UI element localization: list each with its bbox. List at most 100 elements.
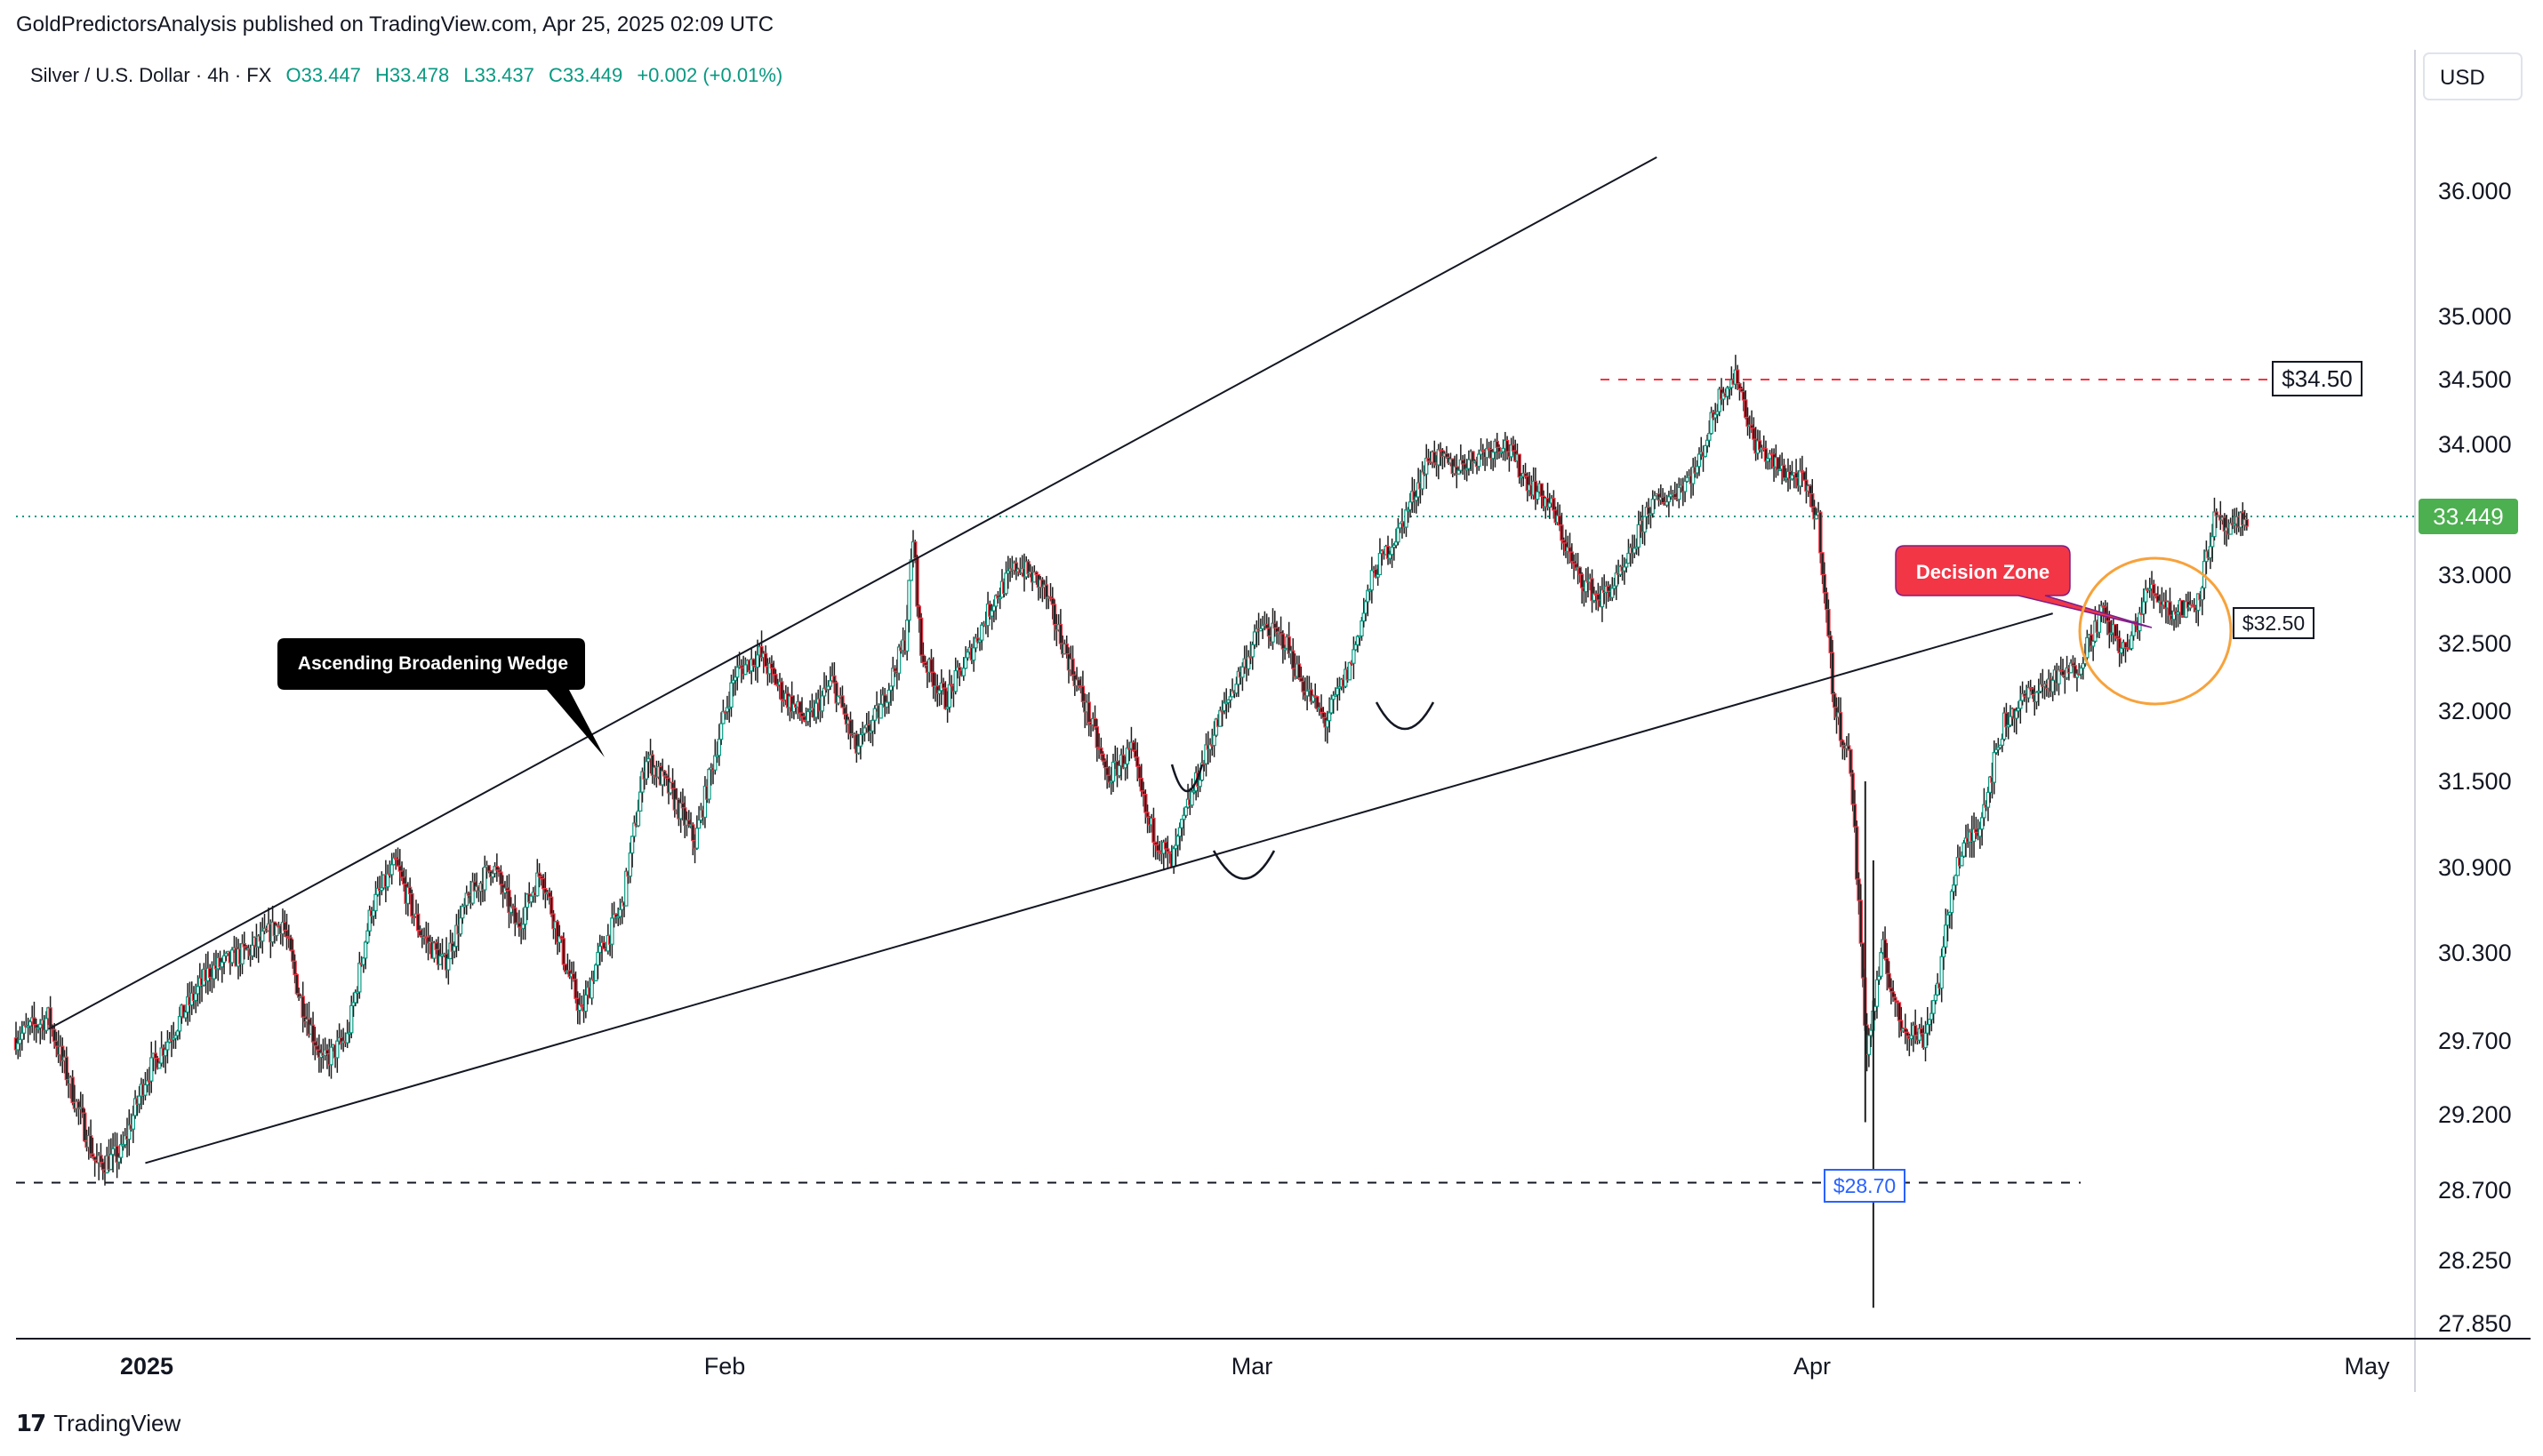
candle-body [1495,440,1499,449]
candle-body [1131,741,1135,751]
candle-body [1014,562,1019,572]
candle-body [1125,747,1130,764]
tradingview-logo-icon: 𝟭𝟳 [16,1410,46,1436]
candle-body [755,654,760,668]
candle-body [1568,547,1572,553]
candle-body [1814,514,1818,520]
candle-body [2068,662,2074,674]
candle-body [1171,848,1176,868]
candle-body [594,964,598,981]
candle-body [1709,412,1713,435]
candle-body [283,922,287,932]
candle-body [1198,779,1202,788]
candle-body [177,1016,182,1032]
price-tick-label: 29.200 [2438,1101,2512,1128]
candle-body [291,949,295,962]
candle-body [1137,765,1142,780]
candle-body [1866,1035,1872,1055]
candle-body [365,930,370,943]
candle-body [943,687,948,709]
candle-body [44,1018,49,1031]
candle-body [80,1107,85,1114]
candle-body [1849,748,1853,774]
candle-body [1329,699,1334,714]
candle-body [2123,642,2128,649]
candle-body [1941,946,1946,957]
candle-body [464,892,469,907]
candle-body [52,1028,57,1042]
candle-body [1960,855,1964,867]
candle-body [1828,635,1833,653]
candle-body [1250,644,1255,658]
candle-body [310,1024,316,1043]
candle-body [1622,566,1627,572]
candle-body [1793,472,1799,479]
footer-brand[interactable]: 𝟭𝟳 TradingView [16,1410,180,1437]
candle-body [904,620,910,652]
candle-body [858,733,863,747]
candle-body [872,708,878,721]
candle-body [363,941,368,959]
candle-body [2138,612,2142,632]
candle-body [416,913,421,932]
candle-body [842,707,846,715]
candle-body [602,941,606,949]
candle-body [1218,709,1223,727]
candle-body [1890,991,1896,998]
candle-body [1776,457,1780,470]
candle-body [1052,604,1057,626]
candle-body [83,1112,87,1142]
candle-body [1212,734,1216,747]
candle-body [521,924,525,930]
candle-body [763,652,768,668]
candle-body [2152,583,2156,595]
candle-body [349,1004,354,1034]
candle-body [458,917,463,935]
candle-body [345,1032,349,1044]
candle-body [288,937,293,951]
legend-close: C33.449 [549,64,622,86]
price-tick-label: 27.850 [2438,1310,2512,1337]
candle-body [446,957,451,971]
candle-body [353,991,357,1004]
candle-body [1790,474,1794,480]
candle-body [1377,552,1383,576]
candle-body [1139,778,1143,792]
candle-body [1058,623,1063,644]
legend-high: H33.478 [375,64,449,86]
candle-body [1331,694,1336,700]
legend-change: +0.002 (+0.01%) [637,64,782,86]
price-tick-label: 28.250 [2438,1247,2512,1274]
candle-body [1579,573,1584,588]
candle-body [2079,667,2083,676]
candle-body [1183,806,1188,816]
candle-body [1852,804,1857,828]
candle-body [1913,1024,1918,1036]
candle-body [828,680,833,687]
candle-body [1388,554,1392,559]
candle-body [1885,957,1889,974]
candle-body [1095,726,1099,748]
candle-body [157,1062,162,1069]
candle-body [438,955,443,965]
candle-body [2008,716,2013,726]
candle-body [1642,516,1647,533]
candle-body [523,907,527,925]
wedge-lower-line [145,612,2053,1164]
candle-body [1666,496,1672,503]
candle-body [1123,763,1127,769]
candle-body [21,1024,27,1034]
candle-body [1810,492,1815,508]
candle-body [1214,718,1219,736]
candle-body [335,1040,340,1059]
candle-body [836,695,841,704]
candle-body [100,1162,105,1171]
candle-body [1673,492,1677,499]
candle-body [221,955,227,964]
candle-body [1315,696,1320,709]
candle-body [1287,636,1291,654]
candle-body [1826,609,1831,636]
candle-body [628,852,633,877]
wedge-trendlines [47,156,2053,1164]
